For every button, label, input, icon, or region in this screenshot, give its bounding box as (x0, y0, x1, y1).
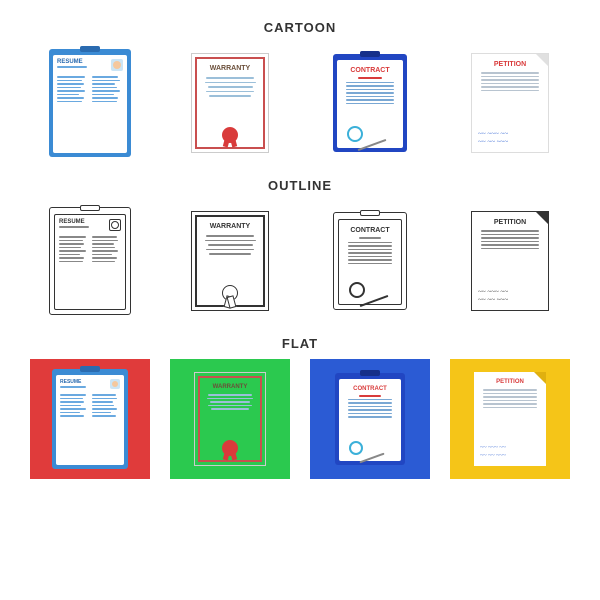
contract-flat: CONTRACT (310, 359, 430, 479)
warranty-flat: WARRANTY (170, 359, 290, 479)
warranty-outline: WARRANTY (170, 201, 290, 321)
petition-outline: PETITION ~~ ~~~ ~~~~ ~~ ~~~ (450, 201, 570, 321)
warranty-label: WARRANTY (200, 62, 260, 74)
resume-cartoon: RESUME (30, 43, 150, 163)
outline-title: OUTLINE (30, 178, 570, 193)
petition-flat: PETITION ~~ ~~~ ~~~~ ~~ ~~~ (450, 359, 570, 479)
petition-label: PETITION (476, 58, 544, 70)
contract-outline: CONTRACT (310, 201, 430, 321)
warranty-cartoon: WARRANTY .seal::before,.seal::after{back… (170, 43, 290, 163)
cartoon-row: RESUME (30, 43, 570, 163)
outline-section: OUTLINE RESUME (30, 178, 570, 321)
petition-cartoon: PETITION ~~ ~~~ ~~~~ ~~ ~~~ (450, 43, 570, 163)
flat-row: RESUME WARRANTY (30, 359, 570, 479)
resume-label: RESUME (57, 59, 87, 65)
flat-section: FLAT RESUME (30, 336, 570, 479)
contract-cartoon: CONTRACT (310, 43, 430, 163)
contract-label: CONTRACT (341, 64, 399, 76)
outline-row: RESUME WARRANTY (30, 201, 570, 321)
flat-title: FLAT (30, 336, 570, 351)
cartoon-title: CARTOON (30, 20, 570, 35)
resume-outline: RESUME (30, 201, 150, 321)
cartoon-section: CARTOON RESUME (30, 20, 570, 163)
resume-flat: RESUME (30, 359, 150, 479)
